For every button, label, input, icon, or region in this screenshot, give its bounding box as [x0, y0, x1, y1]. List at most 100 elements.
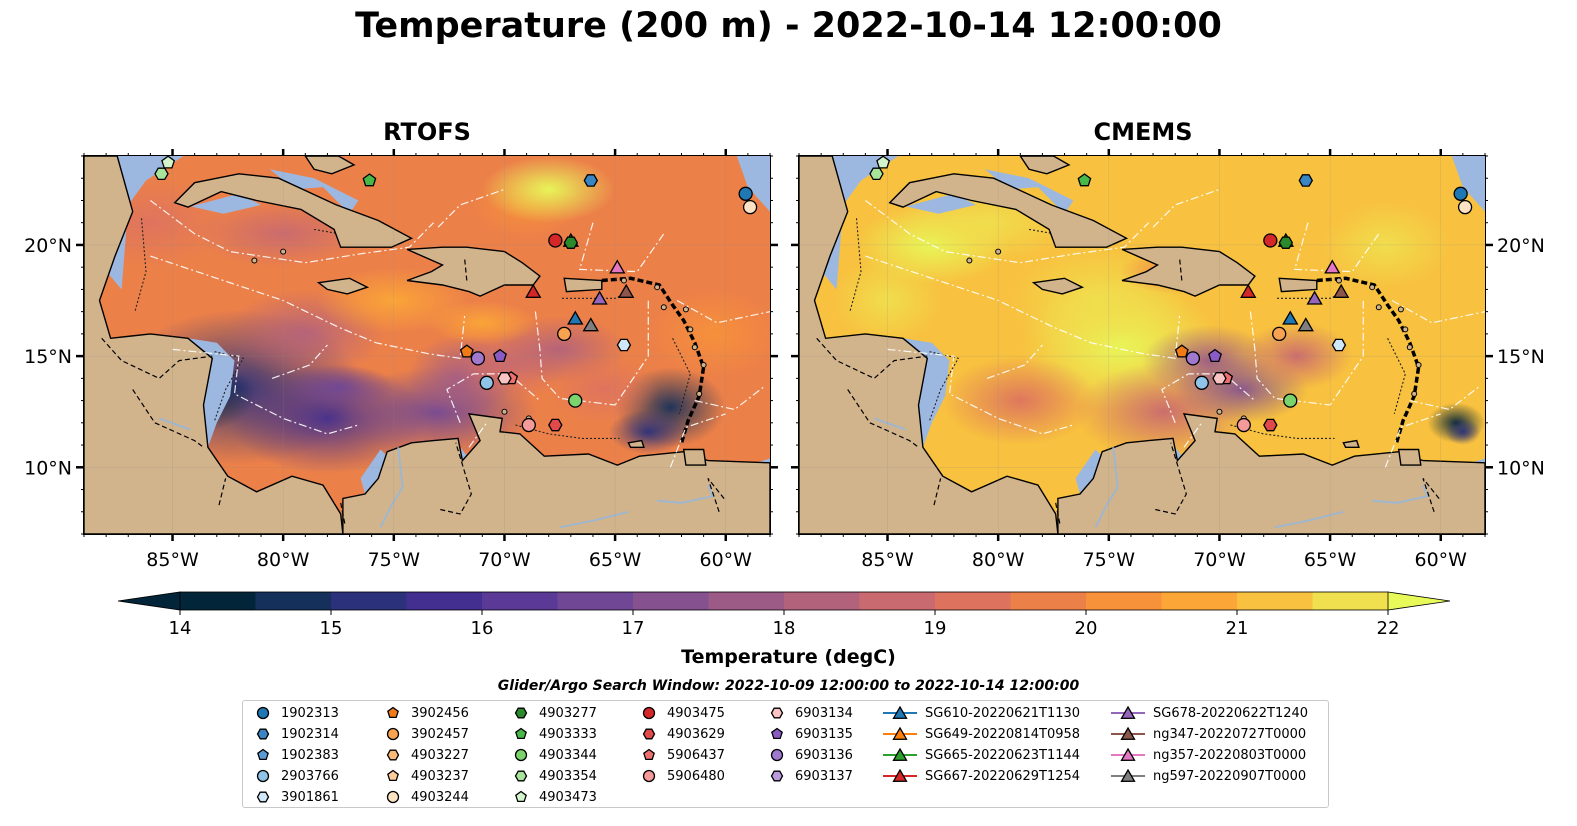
- river-line: [1094, 447, 1119, 528]
- legend-item: 3902456: [383, 703, 469, 723]
- colorbar-bin: [1161, 592, 1238, 610]
- legend-marker: [892, 726, 908, 740]
- eez-line: [578, 222, 665, 273]
- land-cuba: [173, 173, 414, 248]
- eez-line: [865, 200, 1150, 264]
- land-bahamas: [1019, 156, 1071, 175]
- small-island: [1335, 277, 1342, 284]
- legend-symbol: [256, 769, 270, 783]
- legend-marker: [770, 770, 784, 782]
- legend-item: 3901861: [253, 787, 339, 807]
- colorbar-bin: [557, 592, 634, 610]
- legend-label: ng357-20220803T0000: [1153, 747, 1307, 763]
- small-island: [691, 344, 698, 351]
- legend-item: 4903475: [639, 703, 725, 723]
- shelf-area: [984, 169, 1074, 214]
- small-island: [682, 306, 689, 313]
- marker-6903134: [1212, 372, 1227, 385]
- legend-symbol: [514, 748, 528, 762]
- colorbar-tick-label: 22: [1377, 618, 1400, 639]
- legend-marker: [642, 769, 656, 783]
- colorbar-extend-max: [1387, 591, 1451, 611]
- legend-label: 1902313: [281, 705, 339, 721]
- legend-marker: [256, 791, 270, 803]
- shelf-area: [903, 338, 950, 448]
- colorbar-bin: [406, 592, 483, 610]
- colorbar-bin: [784, 592, 860, 610]
- eez-line: [446, 373, 541, 424]
- marker-4903344: [568, 393, 583, 408]
- temperature-patch: [832, 256, 943, 345]
- legend-symbol: [883, 705, 917, 719]
- legend-item: 1902383: [253, 745, 339, 765]
- cmems-map-canvas: [799, 156, 1485, 534]
- marker-SG678-20220622T1240: [591, 290, 608, 305]
- shelf-area: [736, 156, 770, 212]
- eez-line: [172, 348, 359, 435]
- colorbar-tick-label: 19: [924, 618, 947, 639]
- legend-item: 6903137: [767, 766, 853, 786]
- country-border: [816, 337, 928, 380]
- shelf-area: [269, 169, 359, 214]
- marker-4903473: [876, 156, 891, 169]
- legend-label: SG610-20220621T1130: [925, 705, 1081, 721]
- temperature-patch: [942, 356, 1098, 446]
- lon-tick-label: 60°W: [1415, 549, 1468, 571]
- colorbar-tick-label: 20: [1075, 618, 1098, 639]
- lat-tick-label: 10°N: [24, 457, 72, 479]
- legend-symbol: [770, 770, 784, 782]
- legend-marker: [256, 728, 270, 740]
- legend-marker: [256, 706, 270, 720]
- legend-item: 4903244: [383, 787, 469, 807]
- legend-symbol: [642, 728, 656, 740]
- temperature-patch: [427, 300, 538, 345]
- legend-item: 4903473: [511, 787, 597, 807]
- legend-marker: [1120, 726, 1136, 740]
- legend-marker: [386, 727, 400, 741]
- gridlines: [799, 156, 1485, 534]
- colorbar-tick-label: 14: [169, 618, 192, 639]
- marker-6903135: [493, 348, 507, 363]
- rivers: [873, 417, 1429, 529]
- legend-symbol: [1111, 726, 1145, 740]
- shelf-area: [188, 338, 235, 448]
- legend-item: 4903237: [383, 766, 469, 786]
- marker-SG610-20220621T1130: [567, 310, 584, 325]
- legend-item: 1902314: [253, 724, 339, 744]
- river-line: [379, 447, 404, 528]
- temperature-patch: [1241, 178, 1375, 245]
- figure-title: Temperature (200 m) - 2022-10-14 12:00:0…: [355, 6, 1222, 46]
- marker-2903766: [1194, 375, 1209, 390]
- marker-ng357-20220803T0000: [609, 259, 626, 274]
- legend-marker: [642, 728, 656, 740]
- eez-line: [1183, 422, 1203, 448]
- isobath-line: [672, 338, 691, 415]
- marker-4903629: [1263, 418, 1278, 432]
- legend-item: SG610-20220621T1130: [883, 703, 1080, 723]
- legend-item: SG678-20220622T1240: [1111, 703, 1308, 723]
- legend-symbol: [387, 769, 399, 782]
- legend-marker: [1120, 747, 1136, 761]
- small-island: [1369, 284, 1376, 291]
- lon-tick-label: 60°W: [700, 549, 753, 571]
- legend-label: 4903473: [539, 789, 597, 805]
- land-jamaica: [1031, 277, 1085, 295]
- small-island: [1415, 362, 1422, 369]
- legend-marker: [514, 748, 528, 762]
- legend-symbol: [770, 748, 784, 762]
- eez-line: [468, 422, 488, 448]
- legend-marker: [1120, 705, 1136, 719]
- panel-title-cmems: CMEMS: [1093, 118, 1193, 146]
- land-margarita: [627, 439, 645, 448]
- marker-ng357-20220803T0000: [1324, 259, 1341, 274]
- legend-label: 6903137: [795, 768, 853, 784]
- marker-4903277: [563, 236, 579, 249]
- lon-tick-label: 70°W: [478, 549, 531, 571]
- country-border: [1055, 502, 1061, 526]
- legend-item: ng357-20220803T0000: [1111, 745, 1306, 765]
- legend-label: 2903766: [281, 768, 339, 784]
- temperature-patch: [482, 156, 616, 223]
- legend-marker: [892, 747, 908, 761]
- marker-3902456: [1174, 344, 1189, 358]
- legend-marker: [514, 707, 528, 719]
